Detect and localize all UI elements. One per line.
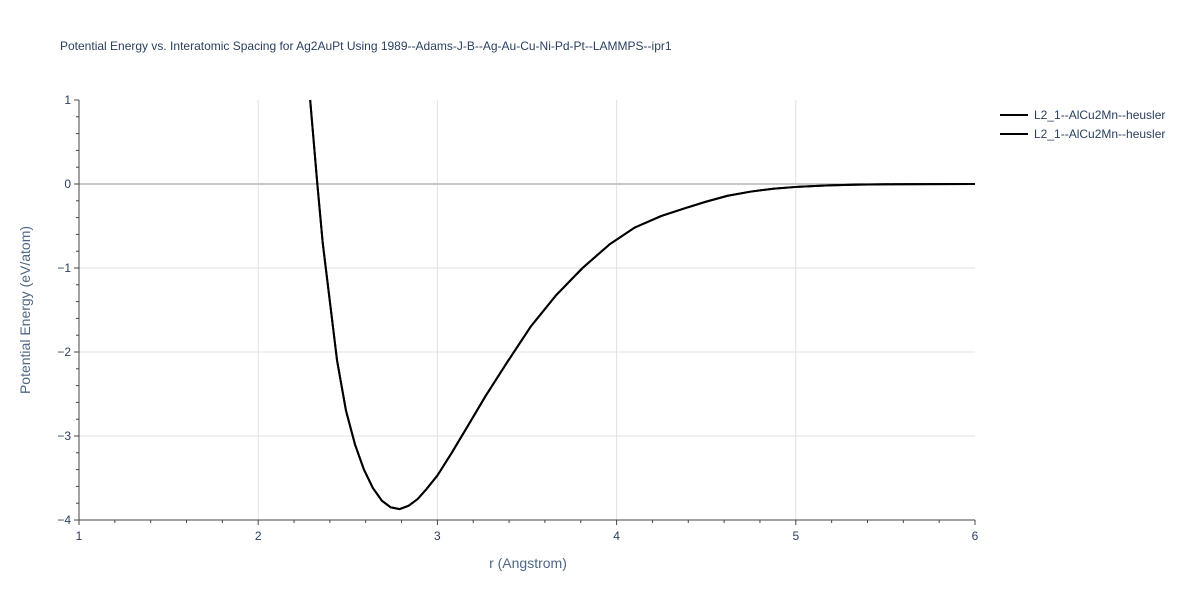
- y-tick-label: 1: [64, 93, 71, 107]
- x-tick-label: 4: [613, 529, 620, 543]
- legend[interactable]: L2_1--AlCu2Mn--heusler L2_1--AlCu2Mn--heu…: [1000, 108, 1165, 141]
- y-tick-label: −4: [57, 513, 71, 527]
- x-tick-label: 1: [76, 529, 83, 543]
- series-line-2: [309, 99, 975, 511]
- x-tick-label: 6: [972, 529, 979, 543]
- grid-lines: [79, 100, 975, 520]
- y-tick-label: −1: [57, 261, 71, 275]
- x-axis: 1 2 3 4 5 6: [76, 519, 979, 543]
- chart-title: Potential Energy vs. Interatomic Spacing…: [60, 39, 672, 53]
- x-axis-title: r (Angstrom): [489, 555, 567, 571]
- legend-item-1[interactable]: L2_1--AlCu2Mn--heusler: [1000, 108, 1165, 122]
- y-tick-label: −2: [57, 345, 71, 359]
- x-tick-label: 2: [255, 529, 262, 543]
- y-axis: 1 0 −1 −2 −3 −4: [57, 93, 80, 527]
- legend-item-2[interactable]: L2_1--AlCu2Mn--heusler: [1000, 127, 1165, 141]
- x-tick-label: 5: [792, 529, 799, 543]
- series-line-1: [309, 99, 975, 511]
- y-axis-title: Potential Energy (eV/atom): [17, 226, 33, 394]
- legend-label: L2_1--AlCu2Mn--heusler: [1034, 127, 1165, 141]
- y-tick-label: −3: [57, 429, 71, 443]
- y-tick-label: 0: [64, 177, 71, 191]
- plot-area: [309, 99, 975, 511]
- legend-label: L2_1--AlCu2Mn--heusler: [1034, 108, 1165, 122]
- x-tick-label: 3: [434, 529, 441, 543]
